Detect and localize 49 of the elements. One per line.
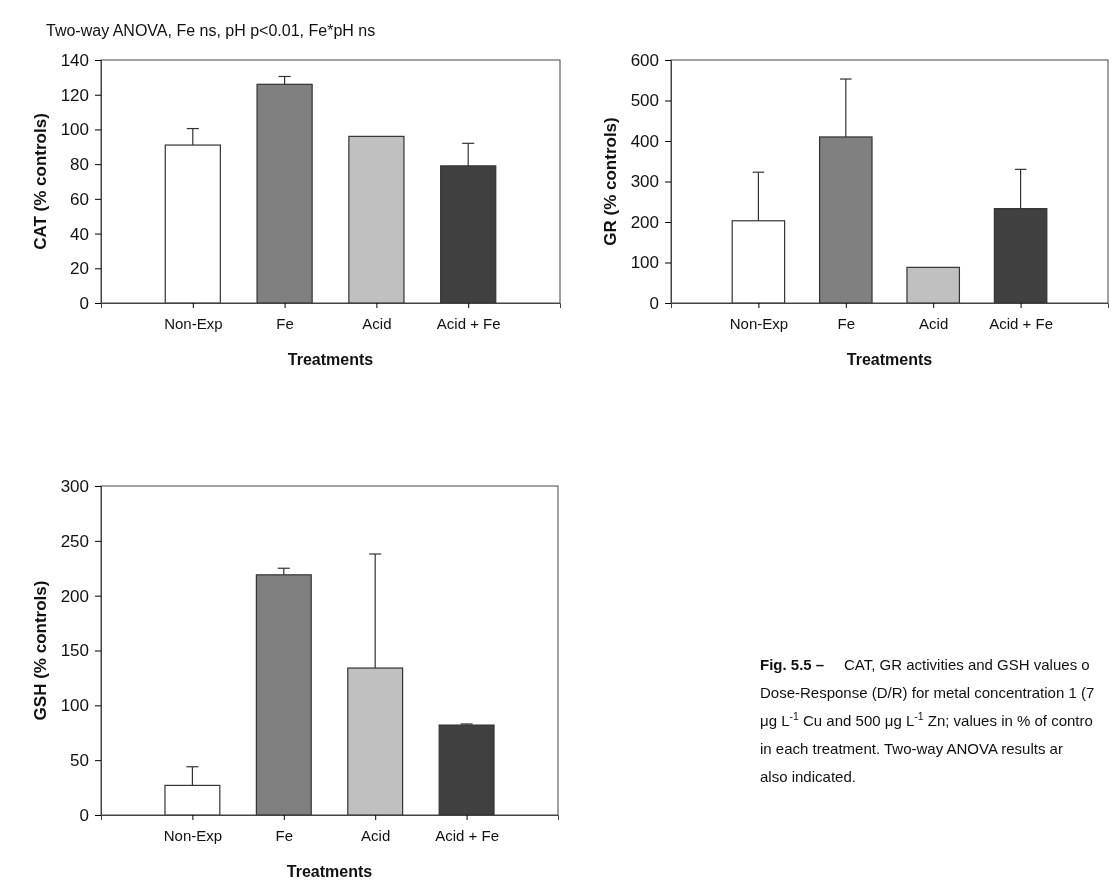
x-tick-label: Acid + Fe <box>989 314 1053 332</box>
y-tick-label: 140 <box>60 50 89 70</box>
bar <box>906 266 961 304</box>
y-tick-label: 40 <box>70 224 89 244</box>
text: Dose-Response (D/R) for metal concentration 1 (7 <box>760 684 1095 701</box>
y-tick-label: 400 <box>630 131 659 151</box>
x-axis-title: Treatments <box>286 863 373 880</box>
y-tick-label: 50 <box>70 751 89 771</box>
y-tick-label: 60 <box>70 189 89 209</box>
text: μg L$^{-1}$ Cu and 500 μg L$^{-1}$ Zn; values in % of contro <box>760 710 1093 729</box>
y-axis-title: GSH (% controls) <box>31 580 50 721</box>
x-tick-label: Non-Exp <box>164 314 223 332</box>
x-tick-label: Acid + Fe <box>436 314 501 332</box>
y-tick-label: 200 <box>60 586 89 606</box>
y-tick-label: 20 <box>70 259 89 279</box>
x-tick-label: Acid + Fe <box>435 826 499 844</box>
y-tick-label: 0 <box>79 293 89 313</box>
x-tick-label: Fe <box>275 826 294 844</box>
x-tick-label: Non-Exp <box>729 314 789 332</box>
y-tick-label: 80 <box>70 155 89 175</box>
y-tick-label: 0 <box>649 293 659 313</box>
y-axis-title: GR (% controls) <box>601 117 620 246</box>
y-tick-label: 300 <box>60 476 89 496</box>
x-tick-label: Acid <box>362 314 392 332</box>
text: also indicated. <box>760 768 856 785</box>
y-tick-label: 500 <box>630 91 659 111</box>
y-tick-label: 150 <box>60 641 89 661</box>
y-tick-label: 600 <box>630 50 659 70</box>
x-tick-label: Non-Exp <box>163 826 223 844</box>
x-tick-label: Acid <box>361 826 391 844</box>
bar <box>348 135 405 304</box>
y-tick-label: 250 <box>60 531 89 551</box>
y-tick-label: 120 <box>60 85 89 105</box>
y-tick-label: 100 <box>60 120 89 140</box>
caption: Fig. 5.5 – <box>760 656 825 673</box>
x-axis-title: Treatments <box>287 351 374 368</box>
x-tick-label: Acid <box>919 314 949 332</box>
text: in each treatment. Two-way ANOVA results ar <box>760 740 1063 757</box>
x-tick-label: Fe <box>837 314 856 332</box>
y-tick-label: 100 <box>60 696 89 716</box>
y-tick-label: 200 <box>630 212 659 232</box>
x-axis-title: Treatments <box>846 351 933 368</box>
chart-title: Two-way ANOVA, Fe ns, pH p<0.01, Fe*pH ns <box>46 22 376 39</box>
y-axis-title: CAT (% controls) <box>31 113 50 250</box>
y-tick-label: 300 <box>630 172 659 192</box>
x-tick-label: Fe <box>276 314 294 332</box>
text: CAT, GR activities and GSH values o <box>844 656 1090 673</box>
y-tick-label: 100 <box>630 253 659 273</box>
y-tick-label: 0 <box>79 805 89 825</box>
